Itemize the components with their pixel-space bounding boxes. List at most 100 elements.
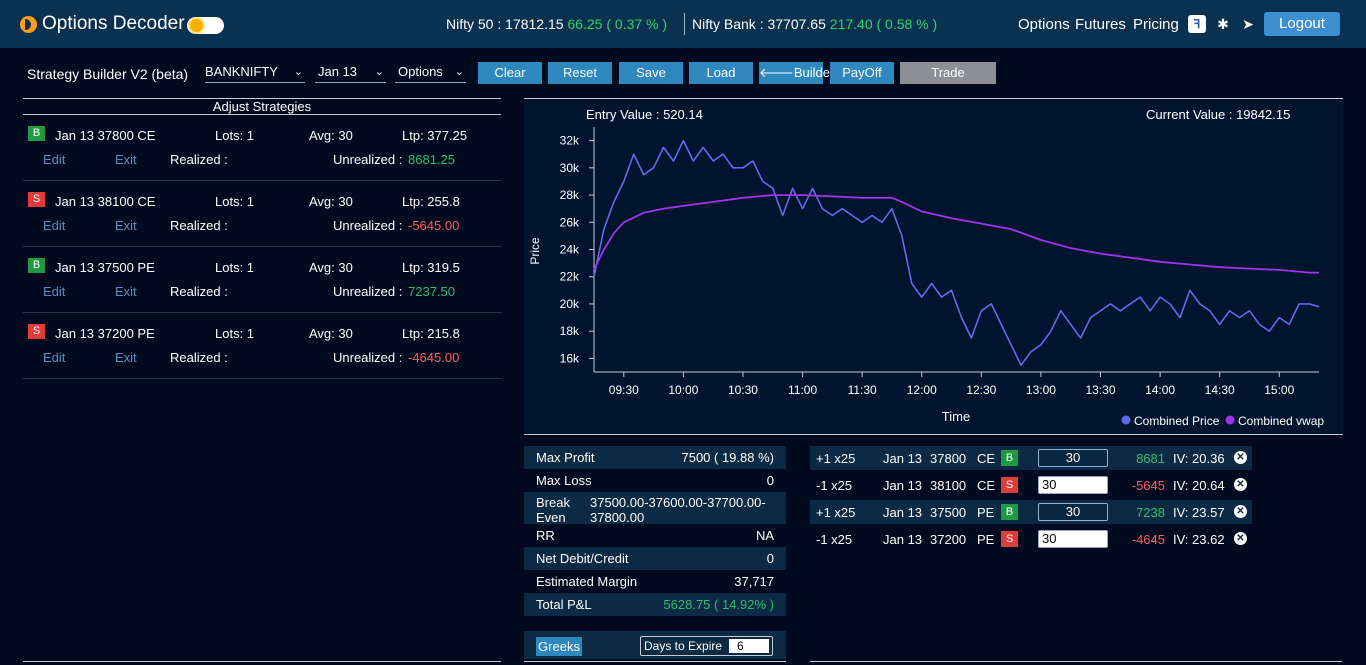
builder-button[interactable]: 🡐Builder: [759, 62, 834, 84]
reset-button[interactable]: Reset: [548, 62, 612, 84]
exit-link[interactable]: Exit: [115, 152, 137, 167]
x-tick-label: 09:30: [609, 383, 639, 397]
ticker-name: Nifty Bank :: [692, 16, 764, 32]
chevron-down-icon: ⌄: [454, 66, 464, 78]
logout-button[interactable]: Logout: [1264, 12, 1340, 36]
ticker-niftybank: Nifty Bank : 37707.65 217.40 ( 0.58 % ): [692, 16, 937, 32]
unrealized-value: 8681.25: [408, 152, 455, 167]
nav-options[interactable]: Options: [1018, 16, 1070, 33]
side-badge[interactable]: B: [1001, 450, 1018, 466]
exit-link[interactable]: Exit: [115, 284, 137, 299]
position-iv: IV: 20.36: [1173, 451, 1225, 466]
leg-avg: Avg: 30: [309, 194, 353, 209]
summary-row: RR NA: [524, 524, 786, 547]
telegram-icon[interactable]: ➤: [1242, 16, 1254, 32]
edit-link[interactable]: Edit: [43, 350, 66, 365]
instrument-select[interactable]: Options ⌄: [395, 64, 466, 83]
summary-row: Net Debit/Credit 0: [524, 547, 786, 570]
price-input[interactable]: 30: [1038, 476, 1108, 494]
summary-row: Break Even 37500.00-37600.00-37700.00-378…: [524, 492, 786, 525]
load-button[interactable]: Load: [689, 62, 753, 84]
side-badge: B: [28, 258, 45, 273]
trade-button[interactable]: Trade: [900, 62, 996, 84]
divider: [810, 661, 1342, 662]
greeks-button[interactable]: Greeks: [536, 637, 582, 656]
position-row: -1 x25 Jan 13 37200 PE S 30 -4645 IV: 23.62 ✕: [810, 527, 1252, 551]
side-badge[interactable]: S: [1001, 531, 1018, 547]
edit-link[interactable]: Edit: [43, 152, 66, 167]
unrealized-value: 7237.50: [408, 284, 455, 299]
edit-link[interactable]: Edit: [43, 218, 66, 233]
position-iv: IV: 23.62: [1173, 532, 1225, 547]
bug-icon[interactable]: ✱: [1217, 16, 1229, 32]
summary-row: Estimated Margin 37,717: [524, 570, 786, 593]
leg-row: B Jan 13 37500 PE Lots: 1 Avg: 30 Ltp: 319.5…: [23, 247, 501, 313]
position-row: -1 x25 Jan 13 38100 CE S 30 -5645 IV: 20.64 ✕: [810, 473, 1252, 497]
clear-button[interactable]: Clear: [478, 62, 542, 84]
price-input[interactable]: 30: [1038, 530, 1108, 548]
fb-brand-icon[interactable]: ꟻ: [1188, 15, 1206, 33]
y-tick-label: 24k: [560, 243, 580, 257]
combined-vwap-line: [593, 194, 1319, 274]
unrealized-value: -5645.00: [408, 218, 460, 233]
exit-link[interactable]: Exit: [115, 350, 137, 365]
leg-lots: Lots: 1: [215, 194, 255, 209]
top-navbar: Options Decoder Nifty 50 : 17812.15 66.2…: [0, 0, 1366, 48]
side-badge[interactable]: S: [1001, 477, 1018, 493]
summary-key: Break Even: [536, 495, 570, 525]
nav-futures[interactable]: Futures: [1075, 16, 1126, 33]
side-badge: S: [28, 324, 45, 339]
side-badge[interactable]: B: [1001, 504, 1018, 520]
chart-panel: Entry Value : 520.14 Current Value : 198…: [524, 98, 1343, 435]
expiry-select[interactable]: Jan 13 ⌄: [315, 64, 386, 83]
position-strike: 38100: [930, 478, 967, 493]
position-type: CE: [977, 478, 996, 493]
days-to-expire-input[interactable]: 6: [729, 639, 769, 653]
save-button[interactable]: Save: [619, 62, 683, 84]
ticker-name: Nifty 50 :: [446, 16, 502, 32]
remove-position-icon[interactable]: ✕: [1234, 451, 1247, 464]
position-row: +1 x25 Jan 13 37800 CE B 30 8681 IV: 20.36 ✕: [810, 446, 1252, 470]
exit-link[interactable]: Exit: [115, 218, 137, 233]
remove-position-icon[interactable]: ✕: [1234, 505, 1247, 518]
position-qty: -1 x25: [816, 532, 853, 547]
y-tick-label: 20k: [560, 297, 580, 311]
x-tick-label: 14:00: [1145, 383, 1175, 397]
divider: [23, 661, 501, 662]
combined-price-chart: Entry Value : 520.14 Current Value : 198…: [528, 107, 1324, 428]
position-qty: +1 x25: [816, 505, 856, 520]
symbol-select[interactable]: BANKNIFTY ⌄: [205, 64, 305, 83]
position-type: PE: [977, 532, 995, 547]
y-tick-label: 26k: [560, 215, 580, 229]
x-tick-label: 15:00: [1264, 383, 1294, 397]
payoff-button[interactable]: PayOff: [830, 62, 894, 84]
position-expiry: Jan 13: [883, 478, 923, 493]
x-tick-label: 11:30: [848, 383, 877, 397]
current-value: Current Value : 19842.15: [1146, 107, 1290, 122]
price-input[interactable]: 30: [1038, 449, 1108, 467]
x-tick-label: 12:30: [966, 383, 996, 397]
position-pnl: -4645: [1131, 532, 1165, 547]
y-tick-label: 18k: [560, 324, 580, 338]
app-brand[interactable]: Options Decoder: [42, 13, 185, 34]
leg-row: S Jan 13 37200 PE Lots: 1 Avg: 30 Ltp: 215.8…: [23, 313, 501, 379]
nav-pricing[interactable]: Pricing: [1133, 16, 1179, 33]
leg-avg: Avg: 30: [309, 260, 353, 275]
days-to-expire-field: Days to Expire 6: [640, 636, 773, 656]
side-badge: B: [28, 126, 45, 141]
instrument-value: Options: [398, 64, 443, 79]
position-type: PE: [977, 505, 995, 520]
entry-value: Entry Value : 520.14: [586, 107, 703, 122]
days-to-expire-label: Days to Expire: [644, 639, 723, 653]
leg-row: S Jan 13 38100 CE Lots: 1 Avg: 30 Ltp: 255.8…: [23, 181, 501, 247]
remove-position-icon[interactable]: ✕: [1234, 478, 1247, 491]
unrealized-label: Unrealized :: [333, 218, 403, 233]
price-input[interactable]: 30: [1038, 503, 1108, 521]
ticker-change: 217.40 ( 0.58 % ): [829, 16, 938, 32]
remove-position-icon[interactable]: ✕: [1234, 532, 1247, 545]
edit-link[interactable]: Edit: [43, 284, 66, 299]
summary-value: 0: [766, 551, 774, 566]
leg-ltp: Ltp: 377.25: [402, 128, 468, 143]
theme-toggle[interactable]: [187, 17, 224, 34]
position-pnl: 8681: [1136, 451, 1165, 466]
